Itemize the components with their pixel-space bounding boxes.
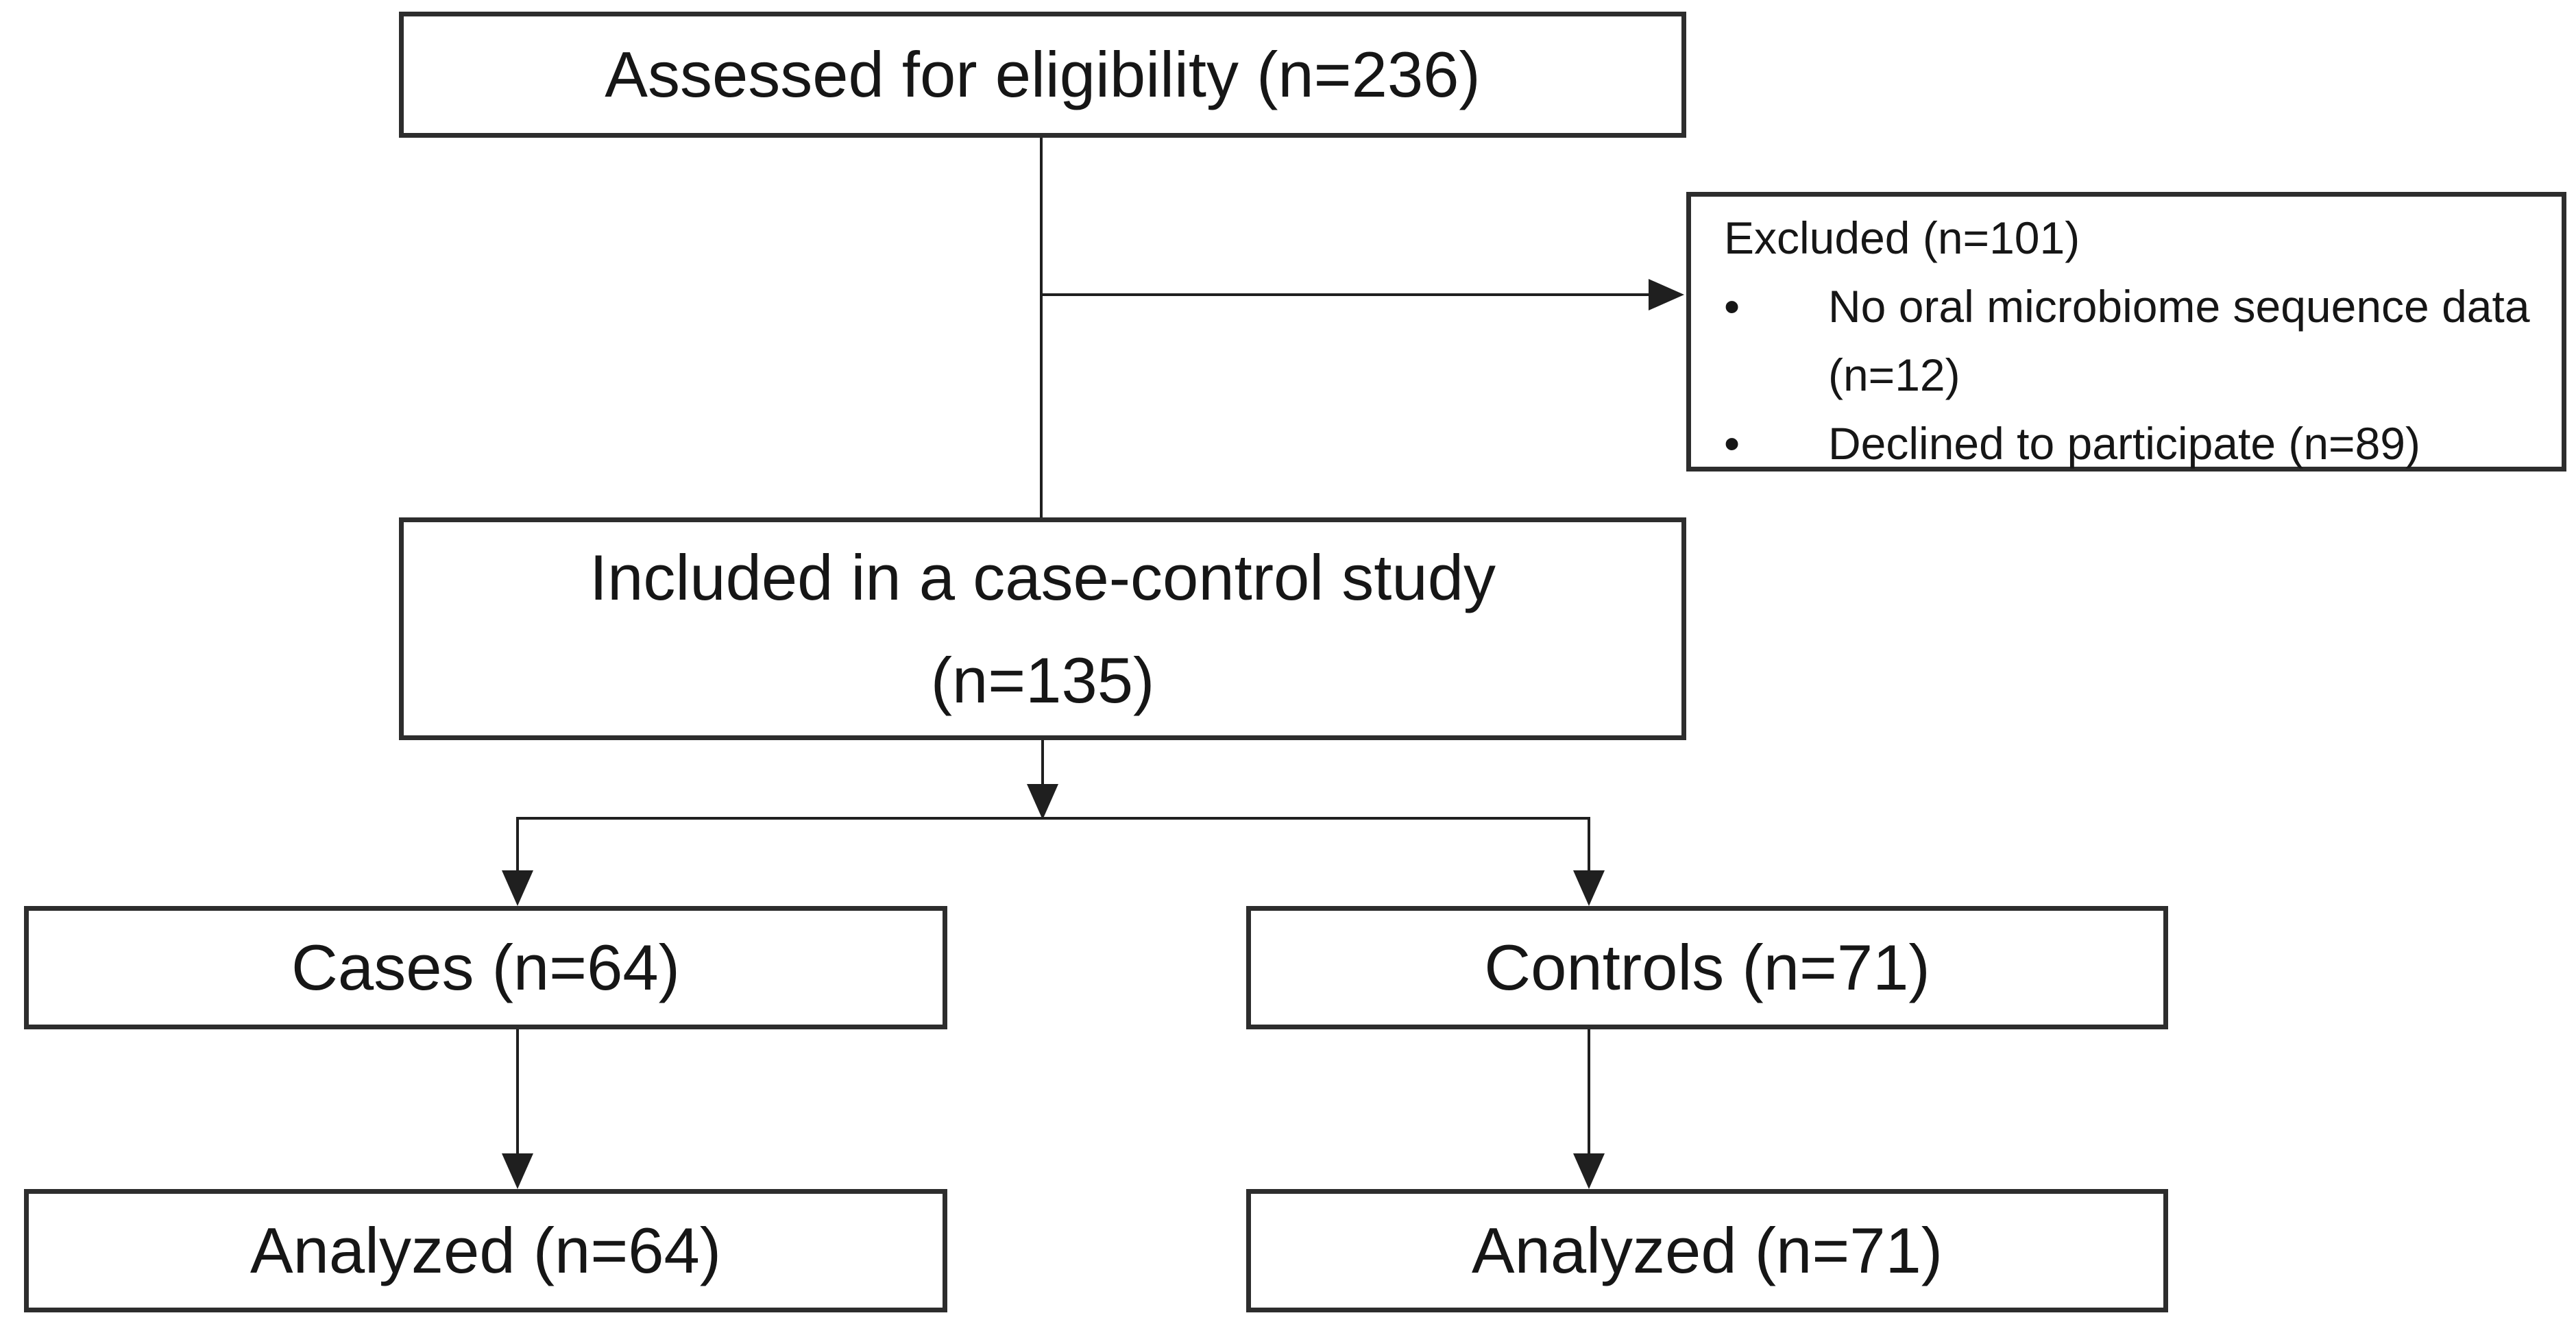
connector-included-split <box>1041 740 1044 785</box>
connector-split-controls <box>1588 817 1590 874</box>
assessed-eligibility-box: Assessed for eligibility (n=236) <box>399 12 1686 138</box>
controls-box: Controls (n=71) <box>1246 906 2168 1029</box>
included-study-box: Included in a case-control study (n=135) <box>399 517 1686 740</box>
analyzed-controls-box: Analyzed (n=71) <box>1246 1189 2168 1312</box>
arrowhead-controls-icon <box>1573 870 1605 906</box>
excluded-reason-text: No oral microbiome sequence data (n=12) <box>1828 281 2530 400</box>
bullet-icon: • <box>1724 418 1740 469</box>
bullet-icon: • <box>1724 281 1740 332</box>
controls-label: Controls (n=71) <box>1484 931 1930 1003</box>
excluded-box: Excluded (n=101) • No oral microbiome se… <box>1686 192 2566 471</box>
cases-label: Cases (n=64) <box>291 931 680 1003</box>
analyzed-controls-label: Analyzed (n=71) <box>1471 1214 1943 1286</box>
excluded-reasons-list: • No oral microbiome sequence data (n=12… <box>1724 272 2548 478</box>
excluded-reason-item: • Declined to participate (n=89) <box>1724 409 2548 478</box>
excluded-title: Excluded (n=101) <box>1724 212 2080 263</box>
arrowhead-split-icon <box>1027 784 1058 820</box>
excluded-reason-item: • No oral microbiome sequence data (n=12… <box>1724 272 2548 409</box>
cases-box: Cases (n=64) <box>24 906 947 1029</box>
excluded-reason-text: Declined to participate (n=89) <box>1828 418 2420 469</box>
split-line <box>516 817 1590 820</box>
connector-branch-excluded <box>1040 293 1649 296</box>
connector-controls-analyzed <box>1588 1029 1590 1157</box>
connector-cases-analyzed <box>516 1029 519 1157</box>
connector-split-cases <box>516 817 519 874</box>
assessed-eligibility-label: Assessed for eligibility (n=236) <box>605 38 1481 110</box>
arrowhead-excluded-icon <box>1649 279 1684 310</box>
arrowhead-analyzed-controls-icon <box>1573 1153 1605 1189</box>
arrowhead-analyzed-cases-icon <box>502 1153 533 1189</box>
included-study-label-line2: (n=135) <box>930 644 1155 716</box>
analyzed-cases-box: Analyzed (n=64) <box>24 1189 947 1312</box>
arrowhead-cases-icon <box>502 870 533 906</box>
analyzed-cases-label: Analyzed (n=64) <box>250 1214 722 1286</box>
connector-assessed-included <box>1040 138 1043 517</box>
included-study-label-line1: Included in a case-control study <box>590 541 1496 613</box>
